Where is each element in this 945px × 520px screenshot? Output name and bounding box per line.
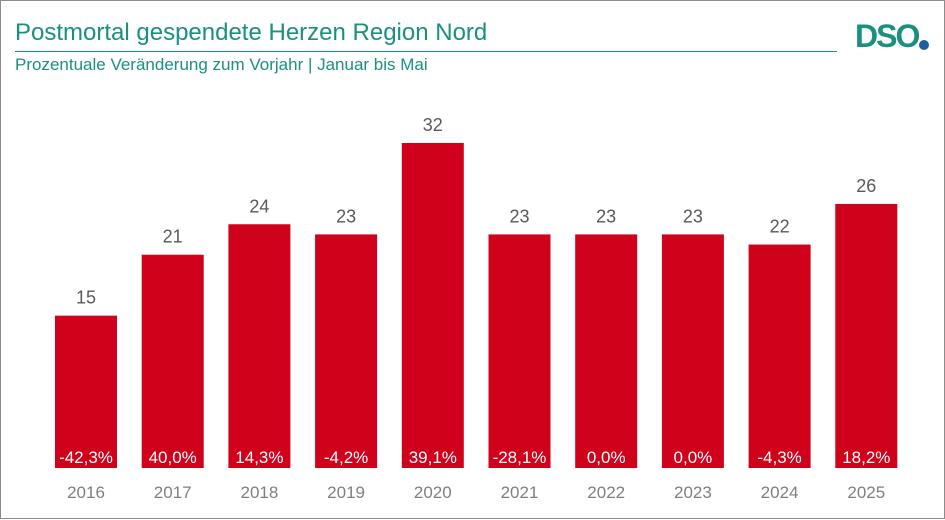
change-label-2024: -4,3% — [757, 448, 801, 467]
bar-2025 — [835, 203, 898, 468]
value-label-2017: 21 — [163, 227, 183, 247]
logo-text: DSO — [855, 19, 919, 51]
value-label-2021: 23 — [509, 206, 529, 226]
x-tick-2024: 2024 — [761, 483, 799, 502]
bar-2020 — [401, 143, 464, 468]
chart-subtitle: Prozentuale Veränderung zum Vorjahr | Ja… — [15, 55, 428, 74]
dso-logo: DSO — [855, 19, 929, 51]
title-divider — [15, 51, 837, 52]
value-label-2018: 24 — [249, 196, 269, 216]
change-label-2022: 0,0% — [587, 448, 626, 467]
value-label-2019: 23 — [336, 206, 356, 226]
bar-2016 — [55, 315, 117, 468]
bar-2021 — [488, 234, 551, 468]
x-tick-2017: 2017 — [154, 483, 192, 502]
change-label-2025: 18,2% — [842, 448, 890, 467]
bar-2024 — [748, 244, 811, 468]
x-tick-2016: 2016 — [67, 483, 105, 502]
value-label-2016: 15 — [76, 288, 96, 308]
bar-2023 — [661, 234, 724, 468]
x-tick-2025: 2025 — [847, 483, 885, 502]
value-label-2025: 26 — [856, 176, 876, 196]
change-label-2017: 40,0% — [149, 448, 197, 467]
bar-2017 — [141, 254, 204, 468]
x-tick-2019: 2019 — [327, 483, 365, 502]
change-label-2019: -4,2% — [324, 448, 368, 467]
change-label-2020: 39,1% — [409, 448, 457, 467]
x-tick-2022: 2022 — [587, 483, 625, 502]
x-tick-2023: 2023 — [674, 483, 712, 502]
bar-2022 — [575, 234, 638, 468]
bar-2019 — [315, 234, 378, 468]
value-label-2020: 32 — [423, 115, 443, 135]
change-label-2021: -28,1% — [493, 448, 547, 467]
x-tick-2020: 2020 — [414, 483, 452, 502]
x-tick-2018: 2018 — [240, 483, 278, 502]
chart-title: Postmortal gespendete Herzen Region Nord — [15, 19, 488, 46]
change-label-2018: 14,3% — [235, 448, 283, 467]
bar-2018 — [228, 224, 291, 468]
change-label-2023: 0,0% — [674, 448, 713, 467]
change-label-2016: -42,3% — [59, 448, 113, 467]
logo-dot — [919, 40, 929, 50]
x-tick-2021: 2021 — [501, 483, 539, 502]
value-label-2023: 23 — [683, 206, 703, 226]
value-label-2024: 22 — [770, 217, 790, 237]
value-label-2022: 23 — [596, 206, 616, 226]
